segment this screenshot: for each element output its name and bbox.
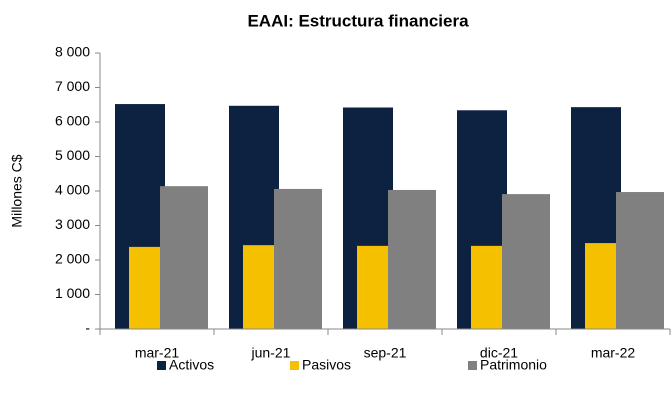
bar (160, 186, 208, 329)
y-tick-label: 4 000 (55, 182, 90, 198)
y-tick-label: 6 000 (55, 113, 90, 129)
bar (616, 192, 664, 329)
y-axis-label: Millones C$ (9, 154, 25, 227)
legend-label: Pasivos (302, 357, 351, 373)
bar (471, 245, 502, 329)
y-tick-label: 5 000 (55, 147, 90, 163)
bar (129, 246, 160, 329)
bar (388, 189, 436, 329)
bar (274, 188, 322, 329)
legend-swatch (468, 361, 477, 370)
legend-label: Activos (169, 357, 214, 373)
y-tick-label: 2 000 (55, 251, 90, 267)
legend-swatch (157, 361, 166, 370)
x-tick-label: jun-21 (251, 345, 291, 361)
y-tick-label: 7 000 (55, 78, 90, 94)
y-tick-label: - (85, 320, 90, 336)
legend-label: Patrimonio (480, 357, 547, 373)
bar (243, 245, 274, 329)
bar (502, 194, 550, 329)
legend-swatch (290, 361, 299, 370)
y-tick-label: 1 000 (55, 285, 90, 301)
x-tick-label: dic-21 (480, 345, 518, 361)
x-tick-label: mar-21 (135, 345, 180, 361)
bar (357, 245, 388, 329)
y-tick-label: 8 000 (55, 44, 90, 60)
y-tick-label: 3 000 (55, 216, 90, 232)
bar (585, 243, 616, 329)
x-tick-label: mar-22 (591, 345, 636, 361)
chart-title: EAAI: Estructura financiera (247, 11, 469, 30)
x-tick-label: sep-21 (364, 345, 407, 361)
